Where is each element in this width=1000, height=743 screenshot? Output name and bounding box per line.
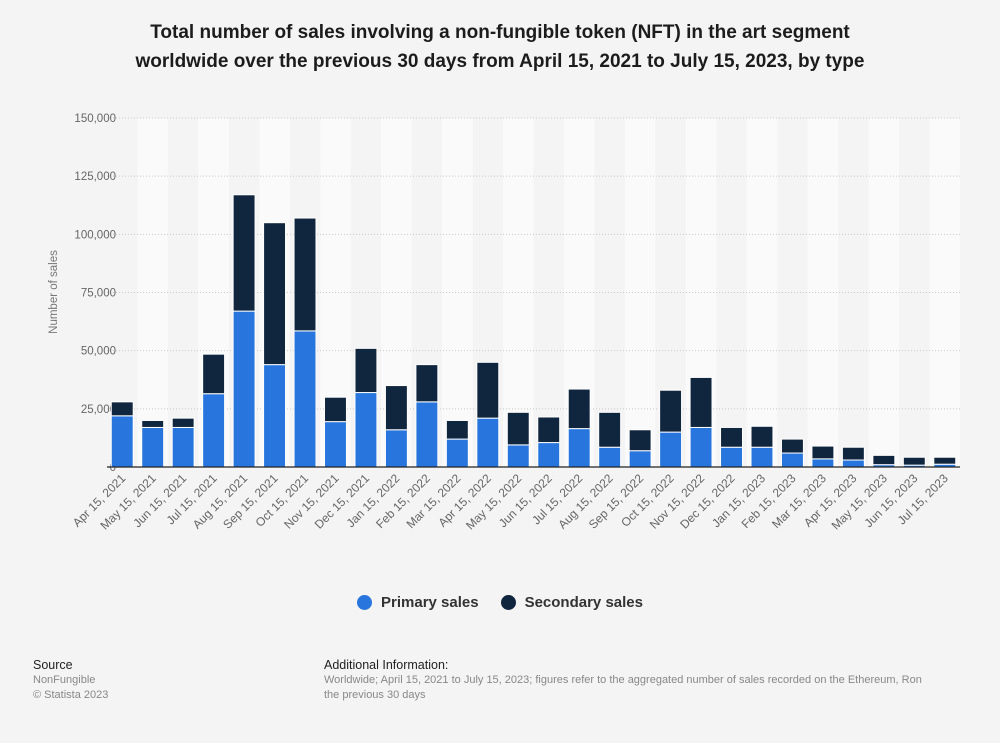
legend: Primary sales Secondary sales bbox=[0, 594, 1000, 611]
bar-secondary-sales[interactable] bbox=[598, 411, 622, 448]
legend-label-primary: Primary sales bbox=[381, 594, 479, 611]
y-tick-label: 125,000 bbox=[74, 171, 116, 183]
bar-secondary-sales[interactable] bbox=[384, 385, 408, 431]
bar-primary-sales[interactable] bbox=[354, 392, 378, 468]
chart-title-line2: worldwide over the previous 30 days from… bbox=[135, 51, 865, 72]
chart-title: Total number of sales involving a non-fu… bbox=[0, 18, 1000, 76]
bar-primary-sales[interactable] bbox=[202, 393, 226, 468]
bar-primary-sales[interactable] bbox=[171, 426, 195, 468]
bar-secondary-sales[interactable] bbox=[811, 445, 835, 460]
bar-secondary-sales[interactable] bbox=[232, 194, 256, 312]
legend-swatch-secondary-icon bbox=[500, 595, 516, 610]
additional-info-line1: Worldwide; April 15, 2021 to July 15, 20… bbox=[324, 674, 922, 686]
legend-label-secondary: Secondary sales bbox=[524, 594, 643, 611]
bar-primary-sales[interactable] bbox=[293, 330, 317, 468]
additional-info-line2: the previous 30 days bbox=[324, 689, 426, 701]
bar-primary-sales[interactable] bbox=[598, 446, 622, 468]
y-tick-label: 0 bbox=[110, 462, 116, 474]
source-block: Source NonFungible © Statista 2023 bbox=[33, 658, 108, 703]
y-tick-label: 25,000 bbox=[81, 404, 116, 416]
bar-secondary-sales[interactable] bbox=[324, 396, 347, 423]
bar-secondary-sales[interactable] bbox=[628, 429, 652, 452]
source-name[interactable]: NonFungible bbox=[33, 674, 96, 686]
bar-primary-sales[interactable] bbox=[445, 438, 469, 468]
bar-secondary-sales[interactable] bbox=[141, 419, 165, 428]
y-tick-label: 50,000 bbox=[81, 346, 116, 358]
bar-secondary-sales[interactable] bbox=[171, 417, 195, 428]
bar-primary-sales[interactable] bbox=[384, 429, 408, 468]
bar-primary-sales[interactable] bbox=[720, 446, 743, 468]
bar-primary-sales[interactable] bbox=[110, 415, 134, 468]
additional-info-block: Additional Information: Worldwide; April… bbox=[324, 658, 922, 703]
bar-secondary-sales[interactable] bbox=[659, 389, 683, 433]
bar-secondary-sales[interactable] bbox=[537, 416, 561, 444]
bar-secondary-sales[interactable] bbox=[933, 456, 957, 465]
bar-secondary-sales[interactable] bbox=[902, 456, 926, 466]
bar-primary-sales[interactable] bbox=[811, 458, 835, 468]
bar-primary-sales[interactable] bbox=[324, 421, 347, 468]
bar-secondary-sales[interactable] bbox=[202, 353, 226, 395]
bar-primary-sales[interactable] bbox=[263, 364, 287, 468]
y-tick-label: 150,000 bbox=[74, 113, 116, 125]
bar-primary-sales[interactable] bbox=[689, 426, 713, 468]
bar-secondary-sales[interactable] bbox=[872, 454, 896, 466]
copyright: © Statista 2023 bbox=[33, 689, 109, 701]
bar-secondary-sales[interactable] bbox=[110, 401, 134, 417]
bar-secondary-sales[interactable] bbox=[445, 419, 469, 440]
bar-secondary-sales[interactable] bbox=[263, 222, 287, 366]
bar-primary-sales[interactable] bbox=[506, 444, 530, 468]
y-tick-label: 75,000 bbox=[81, 288, 116, 300]
y-axis-title: Number of sales bbox=[48, 250, 60, 334]
bar-secondary-sales[interactable] bbox=[750, 425, 774, 448]
column-band bbox=[868, 118, 900, 467]
bar-secondary-sales[interactable] bbox=[720, 426, 743, 448]
y-tick-label: 100,000 bbox=[74, 229, 116, 241]
legend-item-primary[interactable]: Primary sales bbox=[357, 594, 479, 611]
additional-info-heading: Additional Information: bbox=[324, 658, 449, 672]
bar-secondary-sales[interactable] bbox=[476, 361, 500, 419]
chart-area: 0 25,000 50,000 75,000 100,000 125,000 150,000… bbox=[48, 113, 960, 533]
bar-secondary-sales[interactable] bbox=[780, 438, 804, 454]
bar-secondary-sales[interactable] bbox=[293, 217, 317, 332]
chart-title-line1: Total number of sales involving a non-fu… bbox=[150, 22, 850, 43]
bar-primary-sales[interactable] bbox=[141, 426, 165, 468]
bar-primary-sales[interactable] bbox=[841, 459, 865, 468]
legend-item-secondary[interactable]: Secondary sales bbox=[500, 594, 643, 611]
legend-swatch-primary-icon bbox=[357, 595, 372, 610]
bar-primary-sales[interactable] bbox=[628, 450, 652, 468]
bar-secondary-sales[interactable] bbox=[567, 388, 591, 430]
bar-secondary-sales[interactable] bbox=[841, 446, 865, 461]
bar-secondary-sales[interactable] bbox=[689, 376, 713, 428]
bar-secondary-sales[interactable] bbox=[415, 364, 439, 403]
bar-primary-sales[interactable] bbox=[567, 428, 591, 468]
bar-primary-sales[interactable] bbox=[415, 401, 439, 468]
bar-primary-sales[interactable] bbox=[476, 417, 500, 468]
source-heading: Source bbox=[33, 658, 73, 672]
bar-primary-sales[interactable] bbox=[750, 446, 774, 468]
bar-primary-sales[interactable] bbox=[659, 431, 683, 468]
bar-primary-sales[interactable] bbox=[780, 452, 804, 468]
bar-secondary-sales[interactable] bbox=[354, 347, 378, 394]
bar-secondary-sales[interactable] bbox=[506, 411, 530, 446]
bar-primary-sales[interactable] bbox=[232, 310, 256, 468]
bar-primary-sales[interactable] bbox=[537, 442, 561, 468]
